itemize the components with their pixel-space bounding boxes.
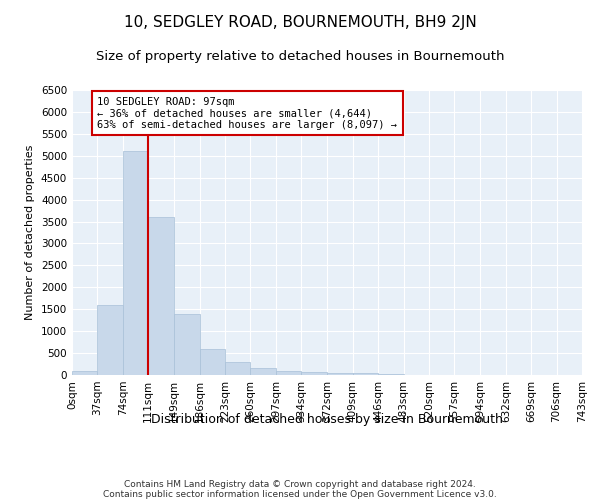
Y-axis label: Number of detached properties: Number of detached properties: [25, 145, 35, 320]
Text: Size of property relative to detached houses in Bournemouth: Size of property relative to detached ho…: [96, 50, 504, 63]
Bar: [97, 305, 123, 375]
Text: Distribution of detached houses by size in Bournemouth: Distribution of detached houses by size …: [151, 412, 503, 426]
Bar: [328, 373, 353, 375]
Text: Contains HM Land Registry data © Crown copyright and database right 2024.
Contai: Contains HM Land Registry data © Crown c…: [103, 480, 497, 500]
Bar: [378, 374, 404, 375]
Bar: [174, 314, 200, 375]
Bar: [123, 152, 148, 375]
Text: 10, SEDGLEY ROAD, BOURNEMOUTH, BH9 2JN: 10, SEDGLEY ROAD, BOURNEMOUTH, BH9 2JN: [124, 15, 476, 30]
Bar: [225, 362, 250, 375]
Bar: [148, 217, 174, 375]
Bar: [200, 348, 225, 375]
Bar: [276, 370, 301, 375]
Bar: [72, 370, 97, 375]
Text: 10 SEDGLEY ROAD: 97sqm
← 36% of detached houses are smaller (4,644)
63% of semi-: 10 SEDGLEY ROAD: 97sqm ← 36% of detached…: [97, 96, 397, 130]
Bar: [301, 372, 328, 375]
Bar: [250, 368, 276, 375]
Bar: [353, 373, 378, 375]
